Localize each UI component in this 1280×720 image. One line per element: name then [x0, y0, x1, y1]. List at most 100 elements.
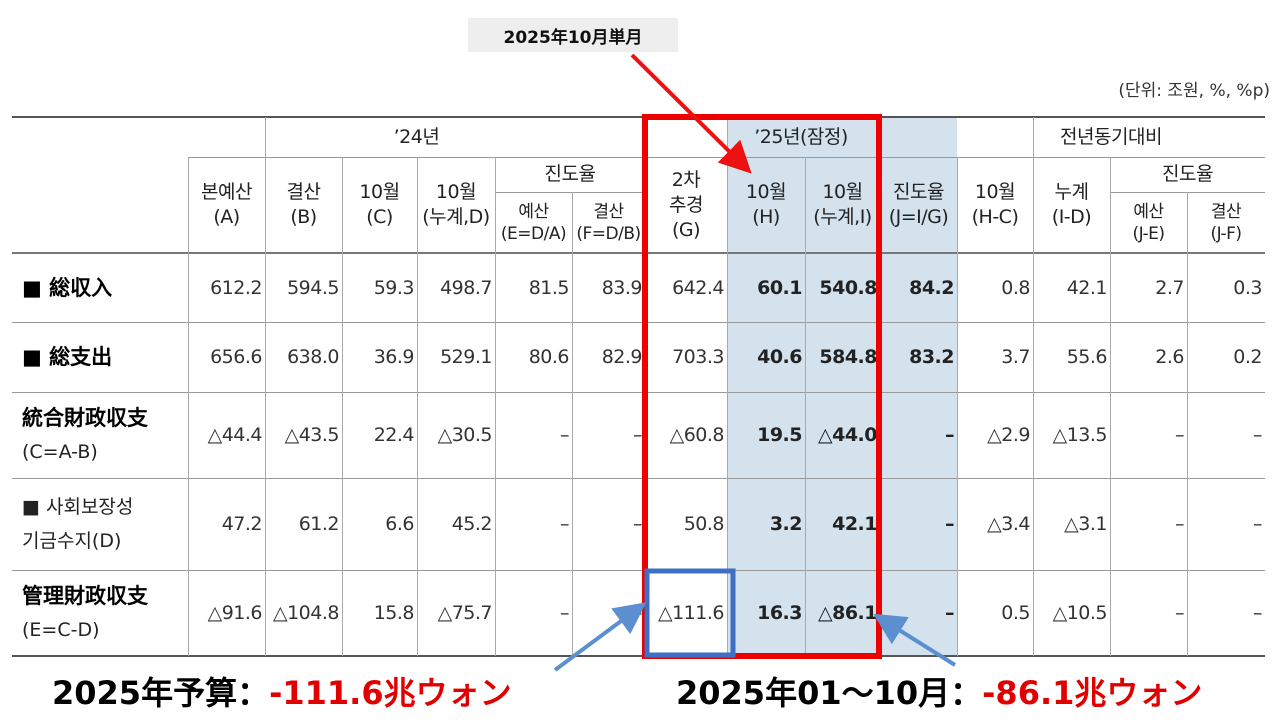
- header-line: 10월: [822, 181, 863, 203]
- callout-label: 2025年10月単月: [468, 18, 678, 52]
- footer-value: -111.6兆ウォン: [269, 674, 512, 712]
- column-header: 10월 (H-C): [957, 157, 1033, 253]
- table-cell: 40.6: [757, 346, 802, 368]
- header-line: (J-E): [1132, 223, 1165, 244]
- table-cell: 42.1: [832, 513, 877, 535]
- table-cell: –: [1253, 424, 1263, 446]
- label-line: (C=A-B): [22, 441, 98, 463]
- table-cell: –: [1175, 424, 1185, 446]
- table-cell: 45.2: [451, 513, 493, 535]
- table-cell: 529.1: [440, 346, 492, 368]
- rule: [12, 570, 1265, 571]
- column-header: 2차 추경 (G): [645, 157, 727, 253]
- rule: [957, 157, 958, 656]
- table-cell: 19.5: [757, 424, 802, 446]
- rule: [495, 192, 645, 193]
- footer-value: -86.1兆ウォン: [982, 674, 1203, 712]
- table-cell: 22.4: [373, 424, 415, 446]
- rule: [265, 117, 266, 656]
- row-label: 管理財政収支 (E=C-D): [12, 570, 188, 656]
- header-line: (J-F): [1210, 223, 1242, 244]
- budget-arrow: [553, 602, 647, 672]
- table-cell: –: [945, 424, 955, 446]
- table-cell: 36.9: [373, 346, 415, 368]
- rule: [495, 157, 496, 656]
- table-cell: 0.5: [1001, 602, 1030, 624]
- progress-header: 진도율: [544, 163, 596, 185]
- table-cell: 47.2: [221, 513, 263, 535]
- header-line: 본예산: [201, 181, 252, 203]
- table-cell: 81.5: [528, 276, 570, 299]
- table-cell: –: [560, 424, 570, 446]
- table-cell: 60.1: [757, 276, 802, 299]
- column-header: 10월 (누계,I): [805, 157, 880, 253]
- rule: [12, 392, 1265, 393]
- table-cell: 80.6: [528, 346, 570, 368]
- rule-header: [12, 252, 1265, 254]
- table-cell: 83.2: [909, 346, 954, 368]
- table-cell: △44.4: [207, 424, 263, 446]
- header-line: 예산: [1133, 201, 1164, 222]
- rule-bottom: [12, 655, 1265, 657]
- rule: [12, 322, 1265, 323]
- group-header: 전년동기대비: [1060, 125, 1162, 148]
- header-line: (I-D): [1051, 206, 1092, 228]
- label-line: (E=C-D): [22, 619, 100, 641]
- footer-label: 2025年予算：: [52, 674, 270, 712]
- table-cell: 61.2: [298, 513, 340, 535]
- column-header: 진도율 (J=I/G): [880, 157, 957, 253]
- header-line: (J=I/G): [888, 206, 949, 228]
- header-line: 예산: [518, 201, 549, 222]
- row-label: ■ 総支出: [12, 322, 188, 392]
- table-cell: –: [1253, 602, 1263, 624]
- rule-top: [12, 116, 1265, 118]
- table-cell: △75.7: [437, 602, 493, 624]
- table-cell: 703.3: [672, 346, 724, 368]
- budget-frame: [644, 568, 736, 658]
- row-label: ■ 사회보장성 기금수지(D): [12, 478, 188, 570]
- header-line: 결산: [593, 201, 624, 222]
- header-line: (누계,I): [813, 206, 872, 228]
- column-header: 결산 (J-F): [1187, 192, 1265, 253]
- table-cell: △104.8: [272, 602, 340, 624]
- table-cell: △91.6: [207, 602, 263, 624]
- column-shade: [727, 117, 957, 656]
- header-line: 2차: [671, 168, 701, 191]
- table-cell: 3.7: [1001, 346, 1030, 368]
- table-cell: 59.3: [373, 276, 415, 299]
- header-line: (E=D/A): [500, 223, 567, 244]
- table-cell: –: [1175, 602, 1185, 624]
- rule: [572, 192, 573, 656]
- label-line: 管理財政収支: [22, 584, 148, 608]
- header-line: (C): [366, 206, 393, 228]
- label-line: 기금수지(D): [22, 530, 122, 552]
- label-line: ■ 総収入: [22, 275, 113, 300]
- table-cell: △10.5: [1052, 602, 1108, 624]
- label-line: 統合財政収支: [22, 406, 148, 430]
- header-line: 추경: [669, 193, 703, 216]
- table-cell: 0.2: [1233, 346, 1262, 368]
- table-cell: –: [1253, 513, 1263, 535]
- header-line: (누계,D): [422, 206, 490, 228]
- table-cell: 42.1: [1066, 276, 1108, 299]
- progress-header: 진도율: [1162, 163, 1213, 185]
- table-cell: –: [560, 513, 570, 535]
- rule: [1110, 157, 1111, 656]
- table-cell: △60.8: [669, 424, 725, 446]
- table-cell: △44.0: [818, 424, 878, 446]
- column-header: 결산 (B): [265, 157, 342, 253]
- row-label: ■ 総収入: [12, 253, 188, 322]
- header-line: 결산: [286, 181, 321, 203]
- rule: [1033, 117, 1034, 656]
- column-header: 누계 (I-D): [1033, 157, 1110, 253]
- table-cell: 3.2: [769, 513, 803, 535]
- rule: [727, 117, 728, 656]
- header-line: 10월: [745, 181, 787, 203]
- table-cell: △3.1: [1064, 513, 1107, 535]
- table-cell: –: [945, 602, 955, 624]
- column-header: 예산 (E=D/A): [495, 192, 572, 253]
- table-cell: –: [945, 513, 955, 535]
- table-cell: △13.5: [1052, 424, 1108, 446]
